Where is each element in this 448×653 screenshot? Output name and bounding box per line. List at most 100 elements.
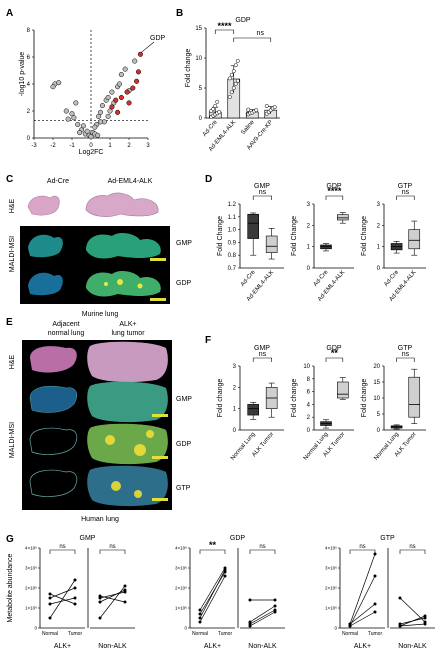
panel-b-point xyxy=(211,107,216,111)
panel-d-gmp-title: GMP xyxy=(254,183,270,190)
panel-a-point-red xyxy=(109,104,115,110)
panel-label-d: D xyxy=(205,174,212,185)
panel-f-gdp-ytick-label: 2 xyxy=(307,415,311,421)
panel-f-gmp-ytick-label: 3 xyxy=(233,364,237,370)
panel-g-point-tumor xyxy=(123,600,127,604)
panel-f-gmp-ytick-label: 1 xyxy=(233,407,237,413)
panel-c-he-tissue-1 xyxy=(27,195,60,216)
panel-g-sig-bracket xyxy=(349,549,376,554)
panel-g-pair-line xyxy=(249,609,276,625)
panel-b-ytick-label: 15 xyxy=(195,26,202,32)
panel-g-point-tumor xyxy=(223,574,227,578)
panel-e-gtp-hotspot-1 xyxy=(111,481,121,491)
panel-c-caption: Murine lung xyxy=(82,311,119,318)
panel-a-xtick-label: -3 xyxy=(31,143,37,149)
panel-g-pair-line xyxy=(249,611,276,627)
panel-a-point-gray xyxy=(105,113,111,119)
panel-g-ytick-label: 0 xyxy=(184,626,187,631)
panel-b-point xyxy=(254,108,259,113)
panel-g-point-tumor xyxy=(273,604,277,608)
panel-e-col2b: lung tumor xyxy=(111,330,145,337)
panel-b-point xyxy=(233,63,238,68)
panel-a-point-red xyxy=(130,85,136,91)
panel-f-gtp-ytick-label: 15 xyxy=(373,380,380,386)
panel-a-point-red xyxy=(135,69,142,75)
panel-b-xtick-label: Saline xyxy=(240,119,256,136)
panel-g-ytick-label: 3×10⁶ xyxy=(325,566,337,571)
panel-g-sig-bracket xyxy=(99,549,126,554)
panel-g-point-tumor xyxy=(273,610,277,614)
panel-e-col2a: ALK+ xyxy=(119,321,136,328)
panel-g-point-tumor xyxy=(73,602,77,606)
panel-a-point-gray xyxy=(84,128,90,134)
panel-g-ytick-label: 2×10⁶ xyxy=(25,586,37,591)
panel-d-gdp-title: GDP xyxy=(326,183,342,190)
panel-g-point-normal xyxy=(398,624,402,628)
panel-d-gdp-xtick-label: Ad-Cre xyxy=(313,269,330,288)
panel-g-pair-line xyxy=(349,611,376,627)
panel-d-gtp-ylabel: Fold Change xyxy=(361,216,368,256)
panel-a-xtick-label: 1 xyxy=(108,143,112,149)
panel-g-xtick-tumor: Tumor xyxy=(218,631,233,637)
panel-a-point-red xyxy=(137,51,143,57)
panel-g-ytick-label: 4×10⁶ xyxy=(25,546,37,551)
panel-e-caption: Human lung xyxy=(81,516,119,523)
panel-g-xtick-normal: Normal xyxy=(342,631,358,637)
panel-a-point-red xyxy=(118,94,124,101)
panel-f-gmp-sig: ns xyxy=(259,351,267,358)
panel-e-tag-gtp: GTP xyxy=(176,485,191,492)
panel-b-point xyxy=(246,107,251,112)
panel-d-gtp-sig: ns xyxy=(402,189,410,196)
panel-d-gdp-sig-bracket xyxy=(325,195,344,200)
panel-g-pair-line xyxy=(49,587,76,599)
panel-g-point-tumor xyxy=(373,602,377,606)
panel-d-gdp-sig: **** xyxy=(327,186,342,196)
panel-a-xtick-label: 3 xyxy=(146,143,150,149)
panel-f-gtp-ytick-label: 0 xyxy=(377,428,381,434)
panel-a-xtick-label: -1 xyxy=(69,143,75,149)
panel-g-sig: ns xyxy=(409,544,415,550)
panel-a-xtick-label: -2 xyxy=(50,143,56,149)
panel-label-b: B xyxy=(176,8,183,19)
panel-g-pair-line xyxy=(399,617,426,625)
panel-label-g: G xyxy=(6,534,14,545)
panel-b-point xyxy=(229,72,234,77)
panel-f-gdp-ytick-label: 4 xyxy=(307,402,311,408)
panel-b-xtick-label: Ad-Cre xyxy=(202,119,219,138)
panel-a-point-red xyxy=(113,97,119,103)
panel-a-point-gray xyxy=(99,103,105,109)
panel-a-point-gray xyxy=(109,89,115,95)
panel-a-point-gray xyxy=(88,134,94,140)
panel-b-ylabel: Fold change xyxy=(185,49,192,88)
panel-g-sig-bracket xyxy=(199,549,226,554)
panel-d-gdp-ytick-label: 2 xyxy=(307,223,311,229)
panel-a-point-gray xyxy=(116,81,123,87)
panel-d-gtp-title: GTP xyxy=(398,183,413,190)
panel-d-gmp-ytick-label: 0.9 xyxy=(228,240,237,246)
panel-g-ytick-label: 1×10⁶ xyxy=(25,606,37,611)
panel-e-he-normal xyxy=(30,346,77,373)
panel-g-pair-line xyxy=(349,575,376,627)
panel-g-point-tumor xyxy=(223,568,227,572)
panel-g-xtick-normal: Normal xyxy=(192,631,208,637)
panel-g-point-tumor xyxy=(423,616,427,620)
panel-b-point xyxy=(235,78,240,83)
panel-e-msi-gdp-normal xyxy=(29,427,78,455)
panel-c-msi-gmp-1 xyxy=(28,234,63,258)
panel-g-point-tumor xyxy=(123,588,127,592)
panel-c-msi-gmp-2 xyxy=(86,233,161,259)
panel-a-point-red xyxy=(126,100,132,106)
panel-g-group-label: Non-ALK xyxy=(398,643,427,650)
panel-g-sig: ns xyxy=(259,544,265,550)
panel-d-gdp-ytick-label: 3 xyxy=(307,202,311,208)
panel-a-point-gray xyxy=(92,124,98,130)
panel-e-colorbar-3 xyxy=(152,498,168,501)
panel-g-group-label: ALK+ xyxy=(204,643,221,650)
panel-c-colorbar-2 xyxy=(150,298,166,301)
panel-g-title-gdp: GDP xyxy=(230,535,246,542)
panel-g-point-normal xyxy=(198,612,202,616)
panel-d-gtp-ytick-label: 1 xyxy=(377,245,381,251)
panel-e-msi-gtp-tumor xyxy=(87,465,168,507)
